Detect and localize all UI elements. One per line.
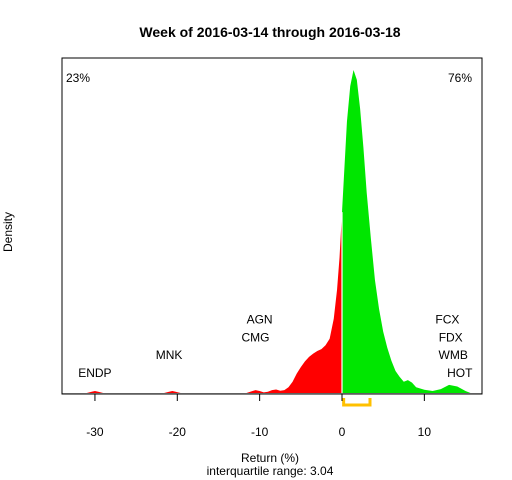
- x-tick-label: 0: [339, 425, 346, 439]
- ticker-label-fdx: FDX: [439, 330, 463, 344]
- iqr-bracket: [342, 398, 372, 407]
- ticker-label-agn: AGN: [247, 313, 273, 327]
- ticker-label-fcx: FCX: [435, 313, 459, 327]
- x-tick-label: -30: [86, 425, 104, 439]
- x-tick-label: -10: [251, 425, 269, 439]
- ticker-annotations: ENDP MNK AGN CMG FCX FDX WMB HOT: [78, 313, 473, 380]
- iqr-bracket-line: [342, 398, 372, 407]
- iqr-subtitle: interquartile range: 3.04: [207, 464, 334, 478]
- negative-share-label: 23%: [66, 71, 90, 85]
- positive-share-label: 76%: [448, 71, 472, 85]
- density-areas: [86, 70, 471, 393]
- positive-density-area: [342, 70, 471, 393]
- x-axis-label: Return (%): [241, 451, 299, 465]
- x-tick-label: -20: [169, 425, 187, 439]
- ticker-label-endp: ENDP: [78, 366, 111, 380]
- x-axis: -30 -20 -10 0 10: [86, 393, 432, 439]
- y-axis-label: Density: [1, 212, 15, 252]
- plot-frame: [61, 57, 483, 395]
- chart-title: Week of 2016-03-14 through 2016-03-18: [139, 24, 400, 40]
- negative-density-area: [86, 212, 343, 393]
- ticker-label-cmg: CMG: [242, 330, 270, 344]
- ticker-label-mnk: MNK: [156, 348, 183, 362]
- x-tick-label: 10: [418, 425, 432, 439]
- ticker-label-wmb: WMB: [439, 348, 468, 362]
- ticker-label-hot: HOT: [447, 366, 473, 380]
